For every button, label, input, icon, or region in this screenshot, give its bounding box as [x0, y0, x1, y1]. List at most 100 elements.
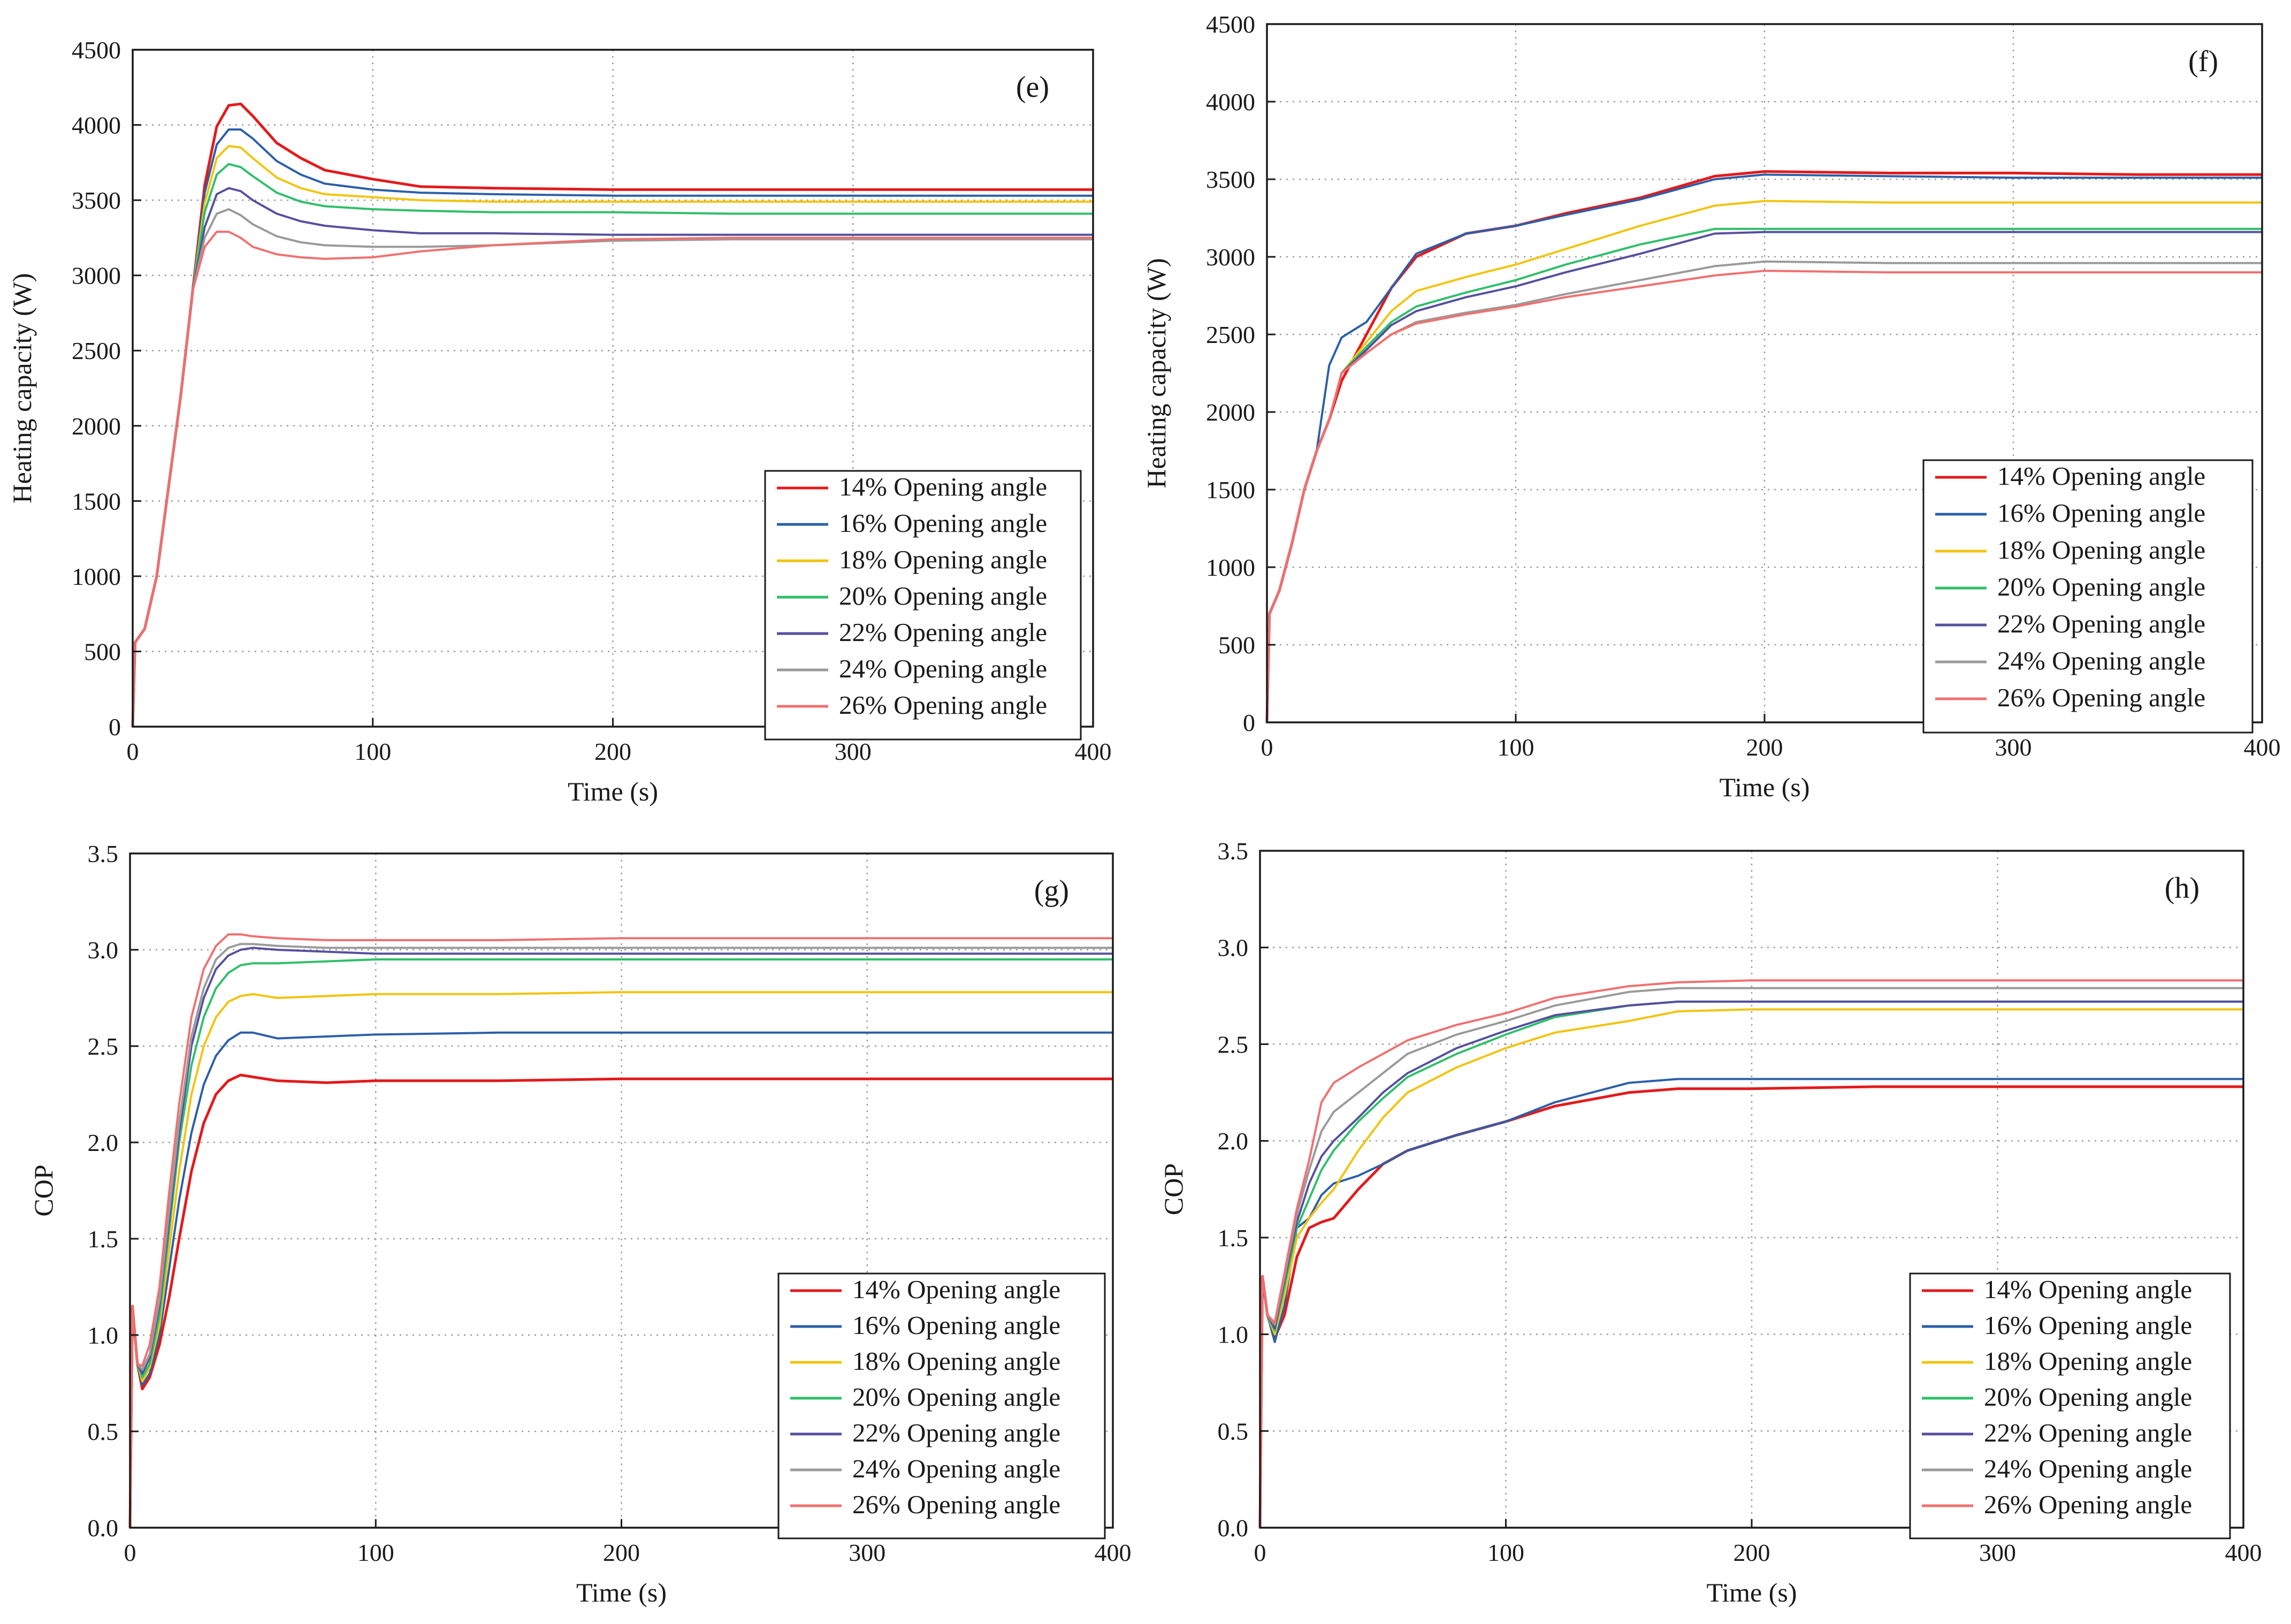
series-line-16pct: [129, 1031, 1113, 1528]
x-tick-label: 300: [849, 1539, 885, 1566]
y-axis-label: Heating capacity (W): [1141, 258, 1171, 488]
legend-entry: 18% Opening angle: [1997, 535, 2205, 565]
y-tick-label: 3000: [1206, 243, 1255, 271]
x-tick-label: 200: [594, 738, 631, 765]
legend: 14% Opening angle 16% Opening angle 18% Op…: [1909, 1272, 2231, 1539]
y-tick-label: 2.0: [1218, 1127, 1249, 1155]
y-tick-label: 4500: [1206, 11, 1255, 38]
x-tick-label: 400: [1095, 1539, 1132, 1566]
series-line-18pct: [1259, 1008, 2243, 1528]
series-line-26pct: [129, 933, 1113, 1528]
y-tick-label: 4000: [1206, 88, 1255, 116]
x-tick-label: 0: [1261, 734, 1273, 761]
x-axis-label: Time (s): [576, 1577, 667, 1607]
chart-panel-e: 0 100 200 300 400050010001500200025003000350…: [7, 36, 1112, 806]
legend-entry: 16% Opening angle: [1997, 498, 2205, 528]
series-line-26pct: [132, 231, 1093, 727]
x-tick-label: 0: [124, 1539, 136, 1566]
chart-panel-h: 0 100 200 300 400 0.0 0.5 1.0 1.5 2.0 2.5 3.0 3.5 Tim…: [1158, 837, 2262, 1607]
x-tick-label: 200: [1733, 1539, 1770, 1566]
series-line-24pct: [129, 943, 1113, 1528]
x-axis-label: Time (s): [1706, 1577, 1797, 1607]
legend-box: [764, 470, 1082, 741]
y-tick-label: 1.5: [1218, 1224, 1249, 1252]
y-tick-label: 1.0: [1218, 1321, 1249, 1348]
legend-box: [1922, 459, 2254, 734]
y-axis-label: Heating capacity (W): [7, 273, 37, 503]
x-axis-label: Time (s): [1719, 772, 1809, 802]
series-line-26pct: [1259, 979, 2243, 1528]
x-tick-label: 100: [354, 738, 391, 765]
legend-entry: 26% Opening angle: [852, 1490, 1060, 1519]
x-tick-label: 100: [1487, 1539, 1524, 1566]
y-tick-label: 1.0: [88, 1322, 119, 1349]
y-axis-label: COP: [1158, 1163, 1188, 1215]
x-tick-label: 400: [2244, 734, 2281, 761]
legend-entry: 20% Opening angle: [852, 1382, 1060, 1412]
x-tick-label: 100: [357, 1539, 394, 1566]
y-tick-label: 1.5: [88, 1225, 119, 1253]
series-line-16pct: [1259, 1078, 2243, 1528]
y-tick-label: 0: [109, 713, 121, 741]
y-axis-label: COP: [28, 1164, 58, 1216]
legend-entry: 20% Opening angle: [1997, 572, 2205, 601]
legend-entry: 24% Opening angle: [852, 1454, 1060, 1483]
legend-entry: 18% Opening angle: [1984, 1346, 2192, 1376]
x-tick-label: 400: [1075, 738, 1112, 765]
y-tick-label: 2000: [1206, 399, 1255, 426]
x-tick-label: 300: [835, 738, 872, 765]
series-line-26pct: [1266, 270, 2262, 723]
y-tick-label: 3000: [72, 262, 121, 289]
y-tick-label: 3500: [72, 187, 121, 214]
series-line-18pct: [129, 991, 1113, 1528]
series-line-14pct: [128, 1073, 1113, 1528]
x-tick-label: 0: [127, 738, 139, 765]
legend: 14% Opening angle 16% Opening angle 18% Op…: [777, 1272, 1106, 1539]
y-tick-label: 3.0: [1218, 934, 1249, 962]
x-tick-label: 300: [1995, 734, 2032, 761]
y-tick-label: 3.5: [88, 840, 119, 867]
panel-label: (e): [1016, 71, 1049, 104]
chart-panel-g: 0 100 200 300 400 0.0 0.5 1.0 1.5 2.0 2.5 3.0 3.5 Tim…: [28, 840, 1132, 1607]
chart-panel-f: 0 100 200 300 400050010001500200025003000350…: [1141, 11, 2281, 802]
legend-entry: 22% Opening angle: [839, 617, 1047, 647]
y-tick-label: 1500: [72, 487, 121, 515]
x-tick-label: 100: [1498, 734, 1534, 761]
legend-entry: 24% Opening angle: [1984, 1454, 2192, 1483]
x-tick-label: 300: [1979, 1539, 2016, 1566]
y-tick-label: 3500: [1206, 166, 1255, 193]
y-tick-label: 500: [84, 638, 121, 665]
legend-entry: 14% Opening angle: [1984, 1275, 2192, 1304]
y-tick-label: 2000: [72, 413, 121, 440]
y-tick-label: 1500: [1206, 476, 1255, 504]
y-tick-label: 1000: [1206, 554, 1255, 581]
legend-box: [1909, 1272, 2231, 1539]
legend-entry: 20% Opening angle: [839, 581, 1047, 611]
y-tick-label: 3.0: [88, 936, 119, 964]
y-tick-label: 0: [1243, 709, 1255, 736]
legend-entry: 16% Opening angle: [1984, 1310, 2192, 1340]
legend: 14% Opening angle 16% Opening angle 18% Op…: [764, 470, 1082, 741]
legend-entry: 16% Opening angle: [839, 508, 1047, 538]
y-tick-label: 2500: [1206, 321, 1255, 348]
legend-entry: 22% Opening angle: [1997, 609, 2205, 638]
legend-entry: 18% Opening angle: [839, 545, 1047, 574]
y-tick-label: 0.5: [88, 1418, 119, 1445]
legend-entry: 26% Opening angle: [1997, 683, 2205, 712]
panel-label: (f): [2188, 45, 2218, 78]
series-line-22pct: [129, 947, 1113, 1528]
y-tick-label: 4500: [72, 36, 121, 64]
legend-entry: 26% Opening angle: [839, 690, 1047, 720]
y-tick-label: 2500: [72, 337, 121, 364]
legend-entry: 14% Opening angle: [1997, 461, 2205, 491]
x-tick-label: 0: [1254, 1539, 1266, 1566]
y-tick-label: 0.0: [1218, 1514, 1249, 1542]
legend-entry: 24% Opening angle: [1997, 646, 2205, 675]
y-tick-label: 4000: [72, 112, 121, 139]
y-tick-label: 1000: [72, 563, 121, 590]
panel-label: (g): [1034, 874, 1069, 908]
y-tick-label: 500: [1218, 631, 1255, 659]
legend-entry: 14% Opening angle: [839, 472, 1047, 501]
